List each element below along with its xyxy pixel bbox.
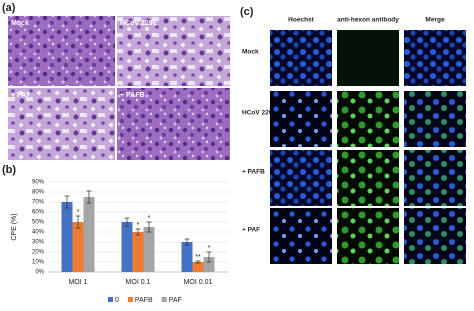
y-tick-label: 30% [32, 240, 45, 246]
panel-label: (a) [2, 2, 16, 14]
panel-label: (b) [2, 164, 16, 176]
column-header: anti-hexon antibody [337, 17, 399, 24]
row-label: Mock [242, 49, 259, 56]
fluorescence-image [270, 30, 332, 86]
significance-mark: ** [195, 254, 201, 261]
fluorescence-image [270, 91, 332, 147]
x-tick-label: MOI 0.01 [184, 279, 213, 286]
bar [61, 202, 73, 272]
micrograph [8, 16, 115, 86]
image-caption: + PAFB [120, 92, 145, 99]
bar [192, 262, 204, 272]
row-label: HCoV 229E [242, 110, 277, 117]
error-bar [86, 190, 92, 204]
column-header: Merge [425, 17, 445, 24]
row-label: + PAF [242, 227, 260, 234]
bar [181, 242, 193, 272]
error-bar [206, 251, 212, 263]
error-bar [146, 221, 152, 233]
fluorescence-image [404, 30, 466, 86]
fluorescence-image [337, 208, 399, 264]
row-label: + PAFB [242, 169, 265, 176]
bar [121, 222, 133, 272]
significance-mark: * [137, 222, 140, 229]
y-tick-label: 70% [32, 200, 45, 206]
y-tick-label: 60% [32, 210, 45, 216]
micrograph [8, 88, 115, 160]
y-tick-label: 80% [32, 190, 45, 196]
y-tick-label: 40% [32, 230, 45, 236]
error-bar [195, 260, 201, 264]
y-tick-label: 20% [32, 250, 45, 256]
significance-mark: * [208, 245, 211, 252]
micrograph [117, 88, 230, 160]
fluorescence-image [337, 91, 399, 147]
error-bar [64, 195, 70, 209]
bar [203, 257, 215, 272]
column-header: Hoechst [288, 17, 314, 24]
error-bar [75, 215, 81, 229]
bar [132, 232, 144, 272]
bar [83, 197, 95, 272]
y-tick-label: 10% [32, 260, 45, 266]
y-tick-label: 50% [32, 220, 45, 226]
y-tick-label: 90% [32, 180, 45, 186]
significance-mark: * [77, 209, 80, 216]
significance-mark: * [148, 215, 151, 222]
legend-swatch [108, 297, 113, 302]
legend-swatch [127, 297, 133, 302]
fluorescence-image [404, 91, 466, 147]
bar [143, 227, 155, 272]
fluorescence-image [404, 208, 466, 264]
legend-label: 0 [115, 297, 119, 304]
panel-label: (c) [240, 6, 254, 18]
fluorescence-image [337, 30, 399, 86]
image-caption: HCoV 229E [120, 20, 158, 27]
x-tick-label: MOI 0.1 [126, 279, 151, 286]
y-axis-label: CPE (%) [11, 213, 18, 240]
fluorescence-image [270, 208, 332, 264]
fluorescence-image [270, 150, 332, 206]
image-caption: Mock [11, 20, 29, 27]
error-bar [184, 238, 190, 246]
legend-swatch [161, 297, 167, 302]
bar [72, 222, 84, 272]
legend-label: PAFB [135, 297, 153, 304]
y-tick-label: 0% [35, 270, 44, 276]
micrograph [117, 16, 230, 86]
fluorescence-image [337, 150, 399, 206]
image-caption: + PAF [11, 92, 31, 99]
legend-label: PAF [169, 297, 182, 304]
x-tick-label: MOI 1 [68, 279, 87, 286]
error-bar [135, 228, 141, 236]
error-bar [124, 217, 130, 227]
fluorescence-image [404, 150, 466, 206]
